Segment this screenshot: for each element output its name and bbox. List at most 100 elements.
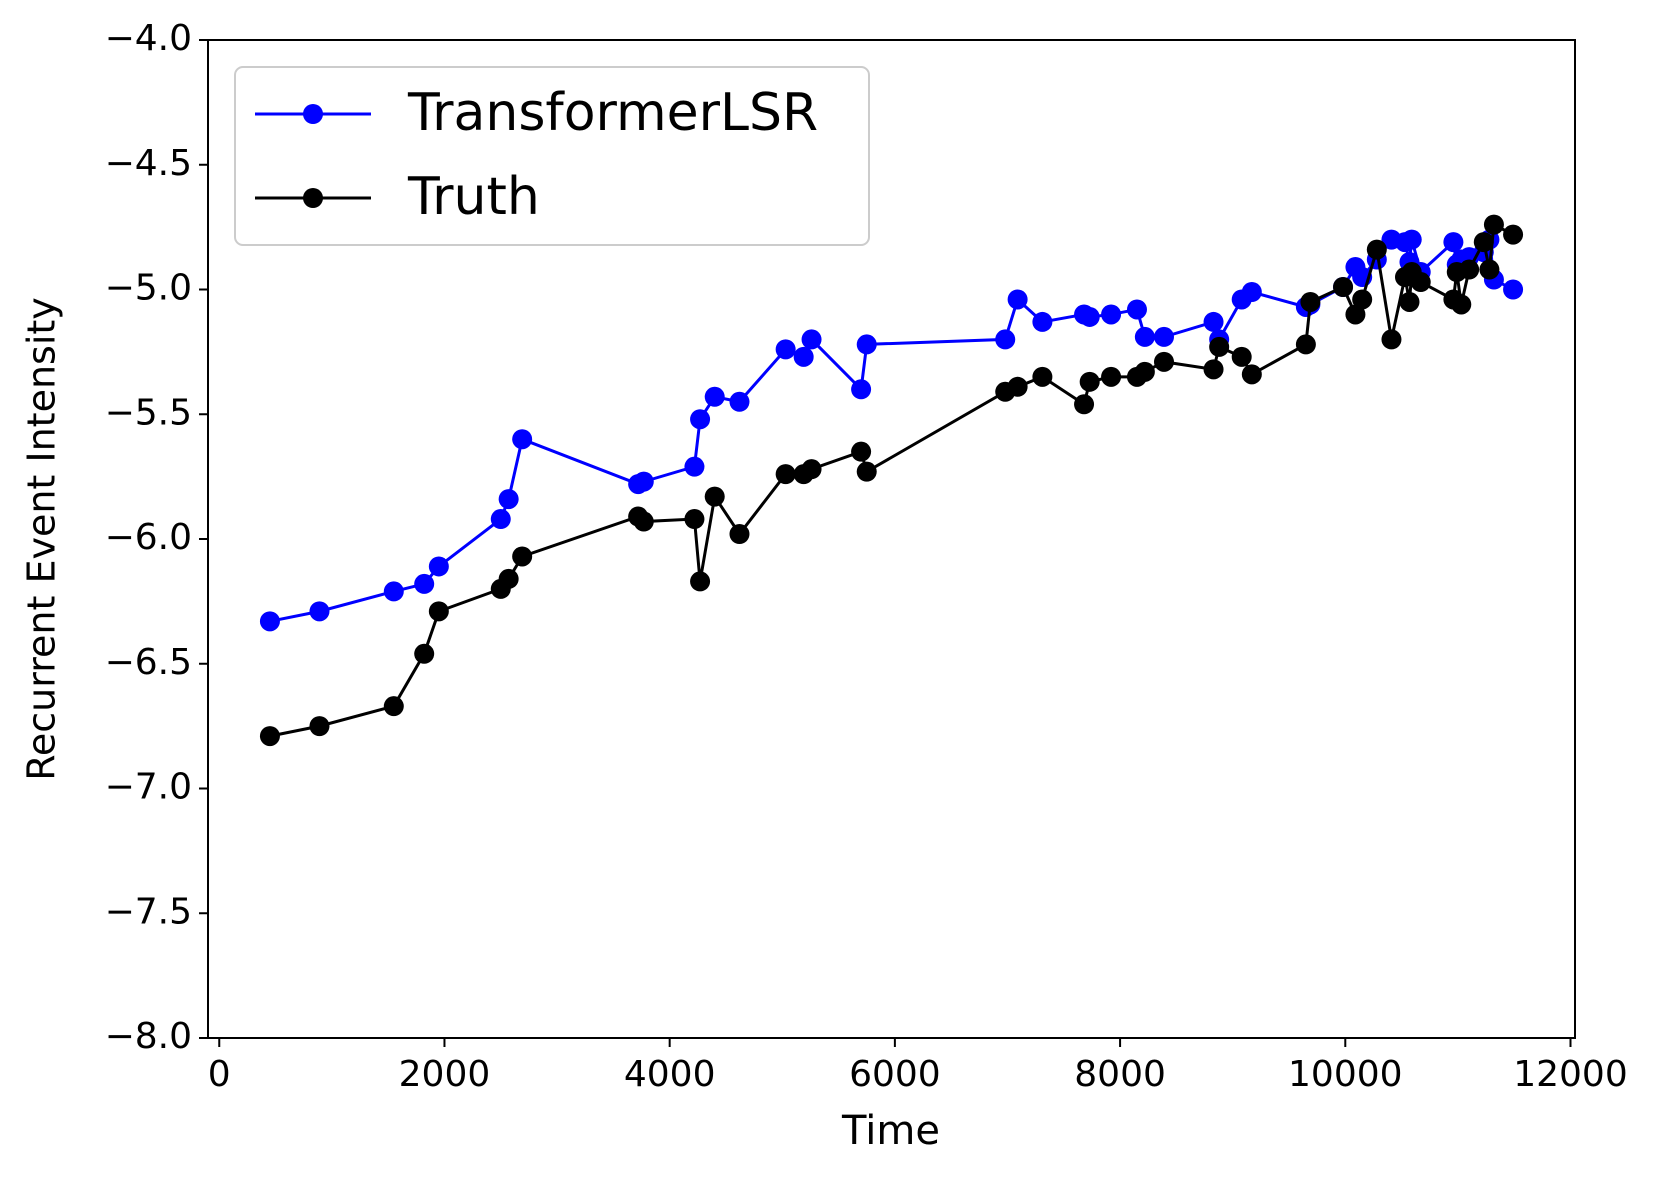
data-point (1483, 214, 1504, 235)
data-point (1503, 224, 1524, 245)
data-point (729, 524, 750, 545)
data-point (414, 643, 435, 664)
data-point (1300, 291, 1321, 312)
data-point (259, 611, 280, 632)
data-point (1101, 304, 1122, 325)
data-point (1241, 364, 1262, 385)
y-axis-label: Recurrent Event Intensity (20, 297, 64, 781)
data-point (1209, 336, 1230, 357)
data-point (512, 429, 533, 450)
legend-marker (303, 104, 323, 124)
data-point (851, 441, 872, 462)
x-tick-label: 6000 (849, 1054, 941, 1095)
data-point (851, 379, 872, 400)
legend-label: TransformerLSR (407, 83, 818, 143)
data-point (1473, 232, 1494, 253)
data-point (1032, 366, 1053, 387)
legend-label: Truth (407, 167, 540, 227)
data-point (1153, 351, 1174, 372)
data-point (793, 346, 814, 367)
data-point (1134, 326, 1155, 347)
data-point (633, 471, 654, 492)
data-point (1401, 229, 1422, 250)
data-point (1366, 239, 1387, 260)
data-point (309, 716, 330, 737)
data-point (1479, 259, 1500, 280)
data-point (1203, 311, 1224, 332)
data-point (498, 489, 519, 510)
data-point (775, 464, 796, 485)
data-point (690, 571, 711, 592)
data-point (704, 386, 725, 407)
data-point (684, 509, 705, 530)
plot-frame (207, 39, 1576, 1039)
data-point (1007, 376, 1028, 397)
data-point (1074, 394, 1095, 415)
data-point (690, 409, 711, 430)
data-point (1381, 329, 1402, 350)
data-point (633, 511, 654, 532)
series-line (269, 234, 1514, 623)
data-point (1101, 366, 1122, 387)
y-tick-label: −7.5 (105, 891, 192, 932)
data-point (1352, 289, 1373, 310)
y-tick-label: −5.5 (105, 392, 192, 433)
x-axis-label: Time (841, 1108, 940, 1154)
data-point (1007, 289, 1028, 310)
data-point (704, 486, 725, 507)
legend-box (234, 66, 870, 246)
data-point (1079, 371, 1100, 392)
data-point (1333, 277, 1354, 298)
y-tick-label: −8.0 (105, 1016, 192, 1057)
data-point (512, 546, 533, 567)
x-tick-label: 0 (208, 1054, 231, 1095)
y-tick-label: −5.0 (105, 268, 192, 309)
y-tick-label: −6.5 (105, 642, 192, 683)
data-point (259, 726, 280, 747)
y-tick-label: −4.5 (105, 143, 192, 184)
data-point (1079, 306, 1100, 327)
x-tick-label: 8000 (1074, 1054, 1166, 1095)
data-point (309, 601, 330, 622)
data-point (856, 334, 877, 355)
data-point (1126, 299, 1147, 320)
data-point (383, 581, 404, 602)
data-point (498, 568, 519, 589)
data-point (414, 573, 435, 594)
data-point (1203, 359, 1224, 380)
data-point (1503, 279, 1524, 300)
x-tick-label: 10000 (1288, 1054, 1403, 1095)
data-point (1451, 294, 1472, 315)
data-point (1459, 259, 1480, 280)
data-point (729, 391, 750, 412)
data-point (1345, 304, 1366, 325)
data-point (1032, 311, 1053, 332)
x-tick-label: 4000 (624, 1054, 716, 1095)
y-tick-label: −6.0 (105, 517, 192, 558)
y-tick-label: −7.0 (105, 767, 192, 808)
x-tick-label: 12000 (1513, 1054, 1628, 1095)
data-point (1153, 326, 1174, 347)
x-tick-label: 2000 (399, 1054, 491, 1095)
y-tick-label: −4.0 (105, 18, 192, 59)
data-point (1241, 281, 1262, 302)
data-point (490, 509, 511, 530)
series-line (269, 222, 1514, 738)
data-point (801, 459, 822, 480)
legend-marker (303, 188, 323, 208)
data-point (1231, 346, 1252, 367)
data-point (428, 601, 449, 622)
data-point (1295, 334, 1316, 355)
data-point (1399, 291, 1420, 312)
data-point (1410, 272, 1431, 293)
data-point (801, 329, 822, 350)
data-point (1443, 232, 1464, 253)
data-point (1134, 361, 1155, 382)
data-point (383, 696, 404, 717)
data-point (995, 329, 1016, 350)
data-point (856, 461, 877, 482)
data-point (775, 339, 796, 360)
data-point (684, 456, 705, 477)
data-point (428, 556, 449, 577)
